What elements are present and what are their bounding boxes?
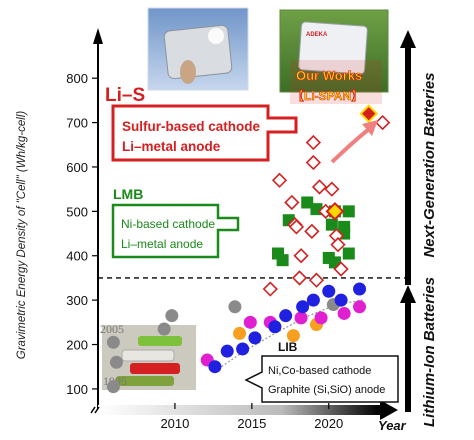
ours-point [359, 104, 379, 124]
lis-point [304, 223, 320, 239]
lib-orange-point [233, 326, 247, 340]
lithium-ion-label: Lithium-Ion Batteries [421, 277, 438, 427]
ours-arrow-head [362, 120, 378, 136]
lmb-point [325, 218, 338, 231]
photo-sky [147, 7, 249, 91]
lis-line-1: Sulfur-based cathode [122, 119, 261, 134]
lmb-title: LMB [113, 186, 143, 202]
x-tick-label: 2015 [237, 416, 266, 431]
lis-point [271, 172, 288, 188]
lib-gray-point [106, 335, 120, 349]
lib-blue-point [296, 300, 310, 314]
lib-gray-point [228, 300, 242, 314]
lis-point [308, 272, 325, 288]
lmb-line-2: Li–metal anode [121, 237, 203, 251]
lib-line-2: Graphite (Si,SiO) anode [268, 384, 385, 396]
lib-title: LIB [278, 340, 298, 354]
lis-point [324, 181, 340, 197]
lis-title: Li–S [105, 85, 145, 106]
lmb-point [301, 196, 314, 209]
lmb-line-1: Ni-based cathode [121, 217, 215, 231]
lib-blue-point [306, 293, 320, 307]
x-axis-label: Year [378, 418, 407, 433]
svg-text:ADEKA: ADEKA [306, 32, 328, 38]
y-tick-label: 400 [66, 249, 88, 264]
next-gen-label: Next-Generation Batteries [421, 72, 438, 257]
side-arrows [400, 30, 416, 412]
lib-gray-point [109, 355, 123, 369]
lib-blue-point [279, 309, 293, 323]
lis-point [262, 281, 278, 297]
ours-title: Our Works [296, 68, 362, 83]
lis-point [305, 134, 322, 151]
ours-arrow [330, 128, 370, 164]
lmb-box [111, 203, 240, 259]
lib-gray-point [106, 380, 120, 394]
y-tick-label: 700 [66, 116, 88, 131]
lis-point [305, 154, 322, 171]
x-tick-label: 2010 [160, 416, 189, 431]
lis-point [291, 270, 308, 286]
lis-point [284, 194, 300, 211]
y-tick-label: 500 [66, 204, 88, 219]
photo-grass: ADEKA [279, 9, 389, 93]
ours-subtitle: 【Li-SPAN】 [292, 88, 363, 103]
lis-box [111, 104, 298, 162]
lib-blue-point [268, 320, 282, 334]
lis-point [374, 114, 391, 131]
lib-magenta-point [314, 311, 328, 325]
lib-blue-point [353, 282, 367, 296]
ours-point [325, 201, 345, 221]
lib-magenta-point [353, 300, 367, 314]
lib-box [244, 355, 399, 403]
lib-blue-point [220, 344, 234, 358]
lib-magenta-point [243, 315, 257, 329]
y-tick-label: 800 [66, 71, 88, 86]
lib-gray-point [165, 309, 179, 323]
lib-blue-point [248, 331, 262, 345]
axes [90, 28, 398, 420]
x-ticks: 2010 2015 2020 [160, 403, 343, 431]
lib-blue-point [322, 284, 336, 298]
lis-point [311, 179, 328, 195]
lib-gray-point [157, 322, 171, 336]
lib-magenta-point [337, 306, 351, 320]
y-tick-label: 200 [66, 338, 88, 353]
lis-point [333, 261, 349, 277]
lib-magenta-point [294, 311, 308, 325]
lib-blue-point [334, 293, 348, 307]
data-marks [106, 104, 391, 394]
lis-point [330, 237, 346, 253]
lis-point [288, 219, 305, 235]
lmb-point [342, 247, 355, 260]
y-tick-label: 100 [66, 382, 88, 397]
y-axis-label: Gravimetric Energy Density of "Cell" (Wh… [16, 111, 28, 360]
photo-year-2005: 2005 [100, 322, 124, 336]
lmb-point [342, 205, 355, 218]
lmb-point [276, 254, 289, 267]
y-ticks: 100 200 300 400 500 600 700 800 [66, 71, 98, 397]
y-tick-label: 600 [66, 160, 88, 175]
lis-line-2: Li–metal anode [122, 139, 221, 154]
x-tick-label: 2020 [314, 416, 343, 431]
lib-blue-point [208, 360, 222, 374]
ours-box [290, 60, 382, 104]
lib-line-1: Ni,Co-based cathode [268, 365, 371, 377]
lis-point [293, 248, 309, 264]
lib-orange-point [286, 329, 300, 343]
lib-blue-point [236, 342, 250, 356]
y-tick-label: 300 [66, 293, 88, 308]
